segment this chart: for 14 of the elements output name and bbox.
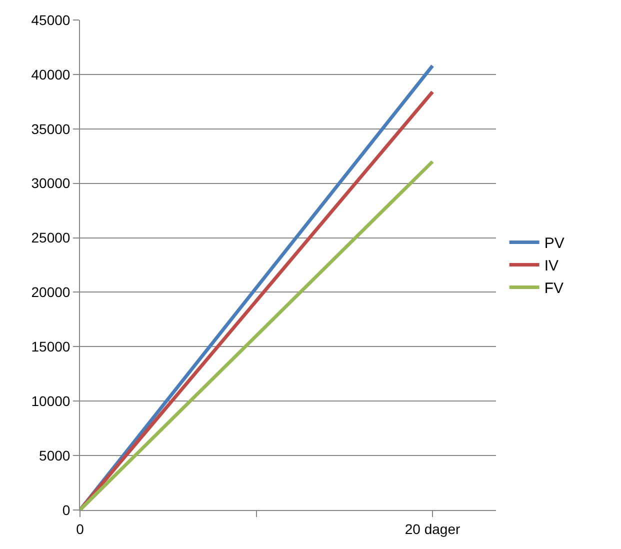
- y-tick-label: 25000: [31, 230, 70, 246]
- y-tick-label: 10000: [31, 393, 70, 410]
- y-tick-label: 0: [62, 502, 70, 518]
- y-tick-label: 15000: [31, 338, 70, 355]
- y-tick-label: 35000: [31, 120, 70, 137]
- legend-label: FV: [544, 280, 564, 298]
- legend-label: IV: [544, 258, 559, 275]
- y-tick-label: 30000: [31, 175, 70, 192]
- y-tick-label: 40000: [31, 66, 70, 82]
- y-tick-label: 45000: [31, 12, 70, 28]
- legend-label: PV: [544, 235, 564, 252]
- y-tick-label: 20000: [31, 284, 70, 300]
- y-tick-label: 5000: [39, 447, 70, 464]
- x-tick-label: 20 dager: [404, 520, 461, 537]
